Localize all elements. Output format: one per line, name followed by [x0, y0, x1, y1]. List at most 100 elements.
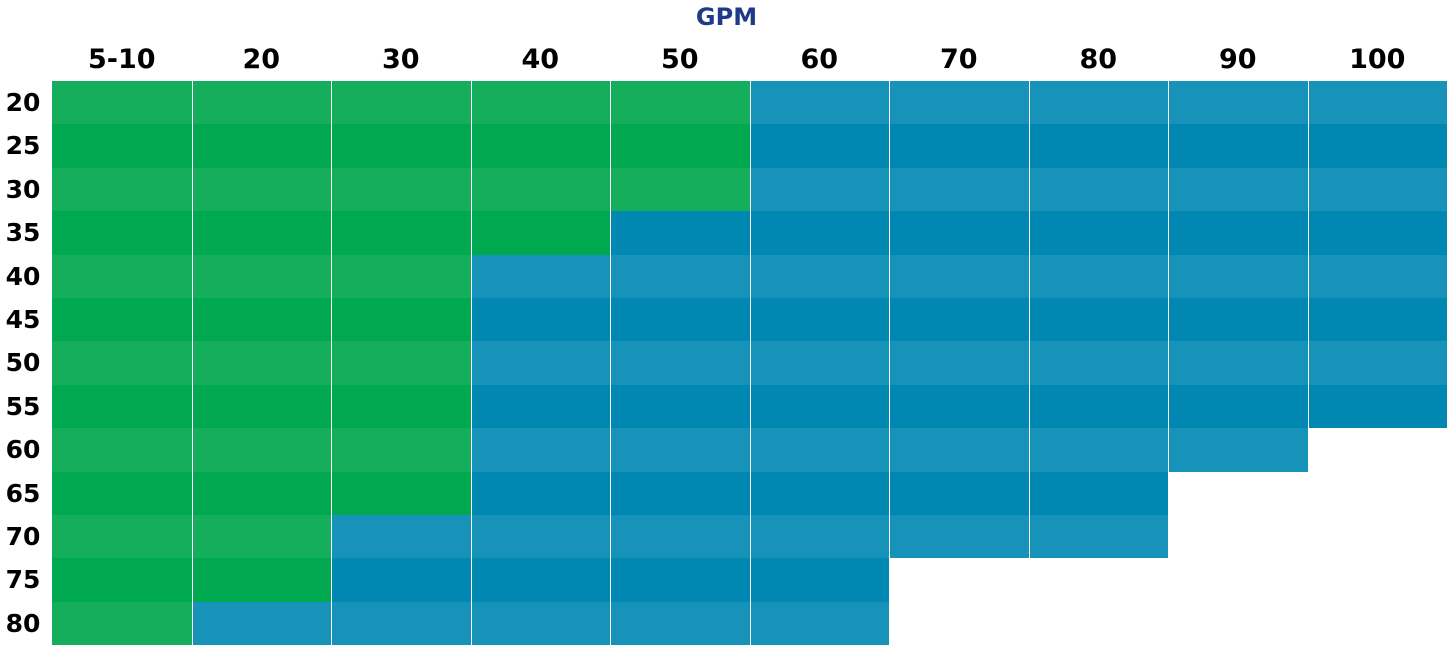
cell-gpm-30-row-75 — [331, 558, 471, 602]
cell-gpm-70-row-40 — [889, 255, 1029, 298]
row-label-35: 35 — [5, 218, 41, 248]
cell-gpm-80-row-25 — [1029, 124, 1168, 168]
cell-gpm-20-row-50 — [192, 341, 331, 385]
cell-gpm-50-row-65 — [610, 472, 750, 515]
cell-gpm-50-row-45 — [610, 298, 750, 341]
cell-gpm-100-row-40 — [1308, 255, 1447, 298]
cell-gpm-5-10-row-40 — [52, 255, 192, 298]
cell-gpm-60-row-55 — [750, 385, 889, 428]
cell-gpm-70-row-30 — [889, 168, 1029, 211]
cell-gpm-40-row-35 — [471, 211, 610, 255]
cell-gpm-50-row-70 — [610, 515, 750, 558]
row-label-45: 45 — [5, 305, 41, 334]
cell-gpm-80-row-40 — [1029, 255, 1168, 298]
cell-gpm-40-row-55 — [471, 385, 610, 428]
cell-gpm-40-row-30 — [471, 168, 610, 211]
column-label-60: 60 — [800, 44, 839, 75]
cell-gpm-30-row-50 — [331, 341, 471, 385]
row-label-55: 55 — [5, 391, 41, 421]
row-label-25: 25 — [5, 131, 41, 161]
cell-gpm-60-row-70 — [750, 515, 889, 558]
cell-gpm-20-row-45 — [192, 298, 331, 341]
cell-gpm-100-row-30 — [1308, 168, 1447, 211]
cell-gpm-5-10-row-70 — [52, 515, 192, 558]
cell-gpm-5-10-row-35 — [52, 211, 192, 255]
cell-gpm-50-row-50 — [610, 341, 750, 385]
cell-gpm-60-row-20 — [750, 81, 889, 124]
cell-gpm-60-row-60 — [750, 428, 889, 472]
cell-gpm-80-row-30 — [1029, 168, 1168, 211]
cell-gpm-90-row-50 — [1168, 341, 1308, 385]
cell-gpm-90-row-30 — [1168, 168, 1308, 211]
cell-gpm-50-row-75 — [610, 558, 750, 602]
cell-gpm-100-row-35 — [1308, 211, 1447, 255]
cell-gpm-90-row-25 — [1168, 124, 1308, 168]
row-label-50: 50 — [5, 348, 41, 378]
cell-gpm-40-row-70 — [471, 515, 610, 558]
cell-gpm-50-row-60 — [610, 428, 750, 472]
cell-gpm-5-10-row-50 — [52, 341, 192, 385]
cell-gpm-5-10-row-60 — [52, 428, 192, 472]
cell-gpm-20-row-40 — [192, 255, 331, 298]
chart-title: GPM — [695, 3, 758, 31]
cell-gpm-30-row-45 — [331, 298, 471, 341]
cell-gpm-60-row-35 — [750, 211, 889, 255]
cell-gpm-40-row-25 — [471, 124, 610, 168]
cell-gpm-100-row-20 — [1308, 81, 1447, 124]
cell-gpm-40-row-60 — [471, 428, 610, 472]
cell-gpm-90-row-55 — [1168, 385, 1308, 428]
cell-gpm-70-row-35 — [889, 211, 1029, 255]
column-label-5-10: 5-10 — [87, 44, 156, 75]
cell-gpm-30-row-35 — [331, 211, 471, 255]
row-label-30: 30 — [5, 174, 41, 204]
cell-gpm-100-row-55 — [1308, 385, 1447, 428]
column-label-20: 20 — [242, 44, 281, 75]
cell-gpm-70-row-60 — [889, 428, 1029, 472]
cell-gpm-40-row-75 — [471, 558, 610, 602]
cell-gpm-50-row-30 — [610, 168, 750, 211]
cell-gpm-60-row-50 — [750, 341, 889, 385]
cell-gpm-70-row-50 — [889, 341, 1029, 385]
column-label-90: 90 — [1218, 44, 1257, 75]
cell-gpm-40-row-50 — [471, 341, 610, 385]
cell-gpm-5-10-row-80 — [52, 602, 192, 645]
cell-gpm-20-row-20 — [192, 81, 331, 124]
row-label-65: 65 — [5, 478, 41, 508]
cell-gpm-20-row-35 — [192, 211, 331, 255]
row-label-40: 40 — [5, 261, 41, 291]
cell-gpm-80-row-70 — [1029, 515, 1168, 558]
cell-gpm-80-row-55 — [1029, 385, 1168, 428]
cell-gpm-30-row-80 — [331, 602, 471, 645]
cell-gpm-40-row-40 — [471, 255, 610, 298]
cell-gpm-40-row-20 — [471, 81, 610, 124]
column-label-50: 50 — [660, 44, 699, 75]
cell-gpm-80-row-60 — [1029, 428, 1168, 472]
cell-gpm-5-10-row-45 — [52, 298, 192, 341]
cell-gpm-70-row-65 — [889, 472, 1029, 515]
cell-gpm-50-row-25 — [610, 124, 750, 168]
row-label-60: 60 — [5, 435, 41, 465]
cell-gpm-90-row-60 — [1168, 428, 1308, 472]
cell-gpm-40-row-80 — [471, 602, 610, 645]
cell-gpm-30-row-70 — [331, 515, 471, 558]
cell-gpm-80-row-50 — [1029, 341, 1168, 385]
cell-gpm-40-row-45 — [471, 298, 610, 341]
cell-gpm-100-row-25 — [1308, 124, 1447, 168]
cell-gpm-60-row-80 — [750, 602, 889, 645]
cell-gpm-90-row-40 — [1168, 255, 1308, 298]
cell-gpm-60-row-75 — [750, 558, 889, 602]
cell-gpm-5-10-row-20 — [52, 81, 192, 124]
column-label-30: 30 — [381, 44, 420, 75]
cell-gpm-20-row-70 — [192, 515, 331, 558]
cell-gpm-20-row-80 — [192, 602, 331, 645]
cell-gpm-20-row-65 — [192, 472, 331, 515]
cell-gpm-90-row-20 — [1168, 81, 1308, 124]
row-label-20: 20 — [5, 88, 41, 117]
cell-gpm-70-row-20 — [889, 81, 1029, 124]
cell-gpm-80-row-65 — [1029, 472, 1168, 515]
column-label-80: 80 — [1079, 44, 1118, 75]
cell-gpm-20-row-60 — [192, 428, 331, 472]
cell-gpm-5-10-row-30 — [52, 168, 192, 211]
cell-gpm-50-row-55 — [610, 385, 750, 428]
cell-gpm-50-row-35 — [610, 211, 750, 255]
